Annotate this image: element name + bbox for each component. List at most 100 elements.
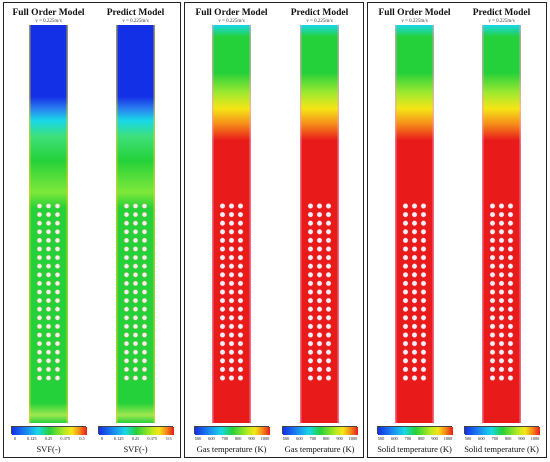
heat-exchanger-tube: [402, 212, 409, 218]
heat-exchanger-tube: [325, 255, 332, 261]
heat-exchanger-tube: [123, 220, 130, 226]
heat-exchanger-tube: [228, 220, 235, 226]
heat-exchanger-tube: [402, 341, 409, 347]
heat-exchanger-tube: [498, 263, 505, 269]
riser-contour: [29, 25, 68, 423]
color-scale-tick-label: 1000: [530, 436, 540, 441]
heat-exchanger-tube: [123, 289, 130, 295]
heat-exchanger-tube: [228, 255, 235, 261]
color-scale-tick-label: 0: [100, 436, 104, 441]
heat-exchanger-tube: [54, 306, 61, 312]
heat-exchanger-tube: [228, 212, 235, 218]
heat-exchanger-tube: [325, 306, 332, 312]
heat-exchanger-tube: [402, 263, 409, 269]
heat-exchanger-tube: [237, 358, 244, 364]
heat-exchanger-tube: [36, 212, 43, 218]
heat-exchanger-tube: [123, 349, 130, 355]
heat-exchanger-tube: [219, 366, 226, 373]
heat-exchanger-tube: [498, 332, 505, 338]
heat-exchanger-tube: [307, 280, 314, 287]
color-scale-tick-label: 500: [377, 436, 385, 441]
heat-exchanger-tube: [141, 220, 148, 226]
heat-exchanger-tube: [54, 349, 61, 355]
heat-exchanger-tube: [498, 237, 505, 244]
heat-exchanger-tube: [36, 229, 43, 235]
heat-exchanger-tube: [237, 255, 244, 261]
heat-exchanger-tube: [507, 341, 514, 347]
heat-exchanger-tube: [141, 289, 148, 295]
heat-exchanger-tube: [316, 203, 323, 209]
heat-exchanger-tube: [237, 332, 244, 338]
heat-exchanger-tube: [219, 306, 226, 312]
heat-exchanger-tube: [237, 203, 244, 209]
color-scale-tick-label: 700: [309, 436, 317, 441]
heat-exchanger-tube: [489, 332, 496, 338]
color-scale-tick-label: 500: [194, 436, 202, 441]
heat-exchanger-tube: [489, 263, 496, 269]
heat-exchanger-tube: [507, 220, 514, 226]
heat-exchanger-tube: [228, 263, 235, 269]
color-scale-tick-label: 800: [417, 436, 425, 441]
heat-exchanger-tube: [402, 349, 409, 355]
heat-exchanger-tube: [123, 358, 130, 364]
heat-exchanger-tube: [141, 366, 148, 373]
heat-exchanger-tube: [123, 298, 130, 304]
heat-exchanger-tube: [123, 237, 130, 244]
heat-exchanger-tube: [507, 255, 514, 261]
heat-exchanger-tube: [237, 375, 244, 381]
panel-velocity-label: v = 0.225m/s: [401, 19, 428, 24]
color-scale-tick-label: 500: [282, 436, 290, 441]
heat-exchanger-tube: [219, 280, 226, 287]
heat-exchanger-tube: [325, 366, 332, 373]
heat-exchanger-tube: [498, 212, 505, 218]
heat-exchanger-tube: [489, 349, 496, 355]
heat-exchanger-tube: [307, 237, 314, 244]
heat-exchanger-tube: [420, 341, 427, 347]
heat-exchanger-tube: [45, 375, 52, 381]
heat-exchanger-tube: [45, 358, 52, 364]
riser-contour: [300, 25, 339, 423]
heat-exchanger-tube: [325, 263, 332, 269]
heat-exchanger-tube: [237, 280, 244, 287]
panel-velocity-label: v = 0.225m/s: [488, 19, 515, 24]
heat-exchanger-tube: [507, 349, 514, 355]
color-scale-bar: [194, 426, 270, 435]
contour-panel: Full Order Model v = 0.225m/s 500 600 700 800…: [369, 2, 460, 458]
heat-exchanger-tube: [123, 229, 130, 235]
heat-exchanger-tube: [498, 349, 505, 355]
heat-exchanger-tube: [123, 272, 130, 278]
riser-contour: [116, 25, 155, 423]
heat-exchanger-tube: [219, 315, 226, 321]
heat-exchanger-tube: [507, 246, 514, 252]
panel-title: Predict Model: [106, 8, 165, 18]
heat-exchanger-tube: [141, 375, 148, 381]
heat-exchanger-tube: [45, 229, 52, 235]
color-scale-bar: [11, 426, 87, 435]
heat-exchanger-tube: [228, 203, 235, 209]
heat-exchanger-tube: [316, 220, 323, 226]
heat-exchanger-tube: [36, 280, 43, 287]
heat-exchanger-tube: [54, 375, 61, 381]
heat-exchanger-tube: [228, 358, 235, 364]
color-scale-label: Solid temperature (K): [464, 444, 539, 454]
heat-exchanger-tube: [307, 229, 314, 235]
color-scale-ticks: 500 600 700 800 900 1000: [464, 436, 540, 442]
heat-exchanger-tube: [498, 229, 505, 235]
heat-exchanger-tube: [132, 315, 139, 321]
heat-exchanger-tube: [228, 332, 235, 338]
heat-exchanger-tube: [325, 315, 332, 321]
heat-exchanger-tube: [219, 237, 226, 244]
heat-exchanger-tube: [54, 203, 61, 209]
color-scale-bar: [98, 426, 174, 435]
panel-title: Full Order Model: [12, 8, 85, 18]
heat-exchanger-tube: [228, 237, 235, 244]
heat-exchanger-tube: [489, 246, 496, 252]
heat-exchanger-tube: [228, 289, 235, 295]
heat-exchanger-tube: [420, 229, 427, 235]
heat-exchanger-tube: [219, 255, 226, 261]
heat-exchanger-tube: [498, 203, 505, 209]
heat-exchanger-tube: [420, 212, 427, 218]
heat-exchanger-tube: [54, 263, 61, 269]
heat-exchanger-tube: [307, 220, 314, 226]
heat-exchanger-tube: [489, 306, 496, 312]
